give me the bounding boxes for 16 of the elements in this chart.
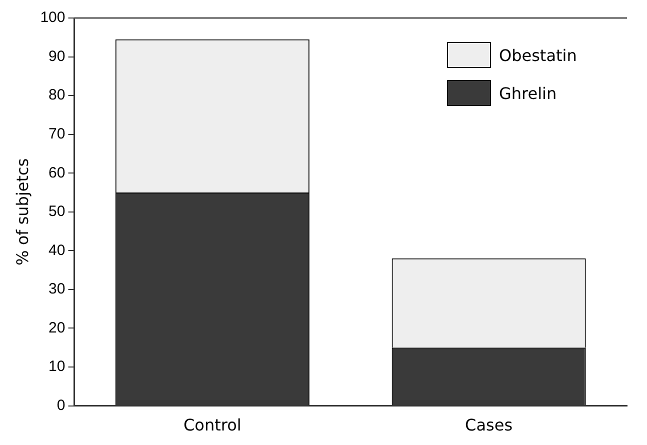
- y-axis-title: % of subjetcs: [12, 158, 32, 266]
- legend-label: Obestatin: [499, 46, 577, 64]
- legend-label: Ghrelin: [499, 84, 557, 102]
- x-tick-label: Control: [184, 416, 242, 435]
- y-tick-label: 60: [48, 164, 66, 182]
- y-tick-label: 70: [48, 125, 66, 142]
- y-tick-label: 10: [48, 358, 66, 376]
- y-tick-label: 80: [48, 86, 66, 104]
- y-tick-label: 20: [48, 319, 66, 336]
- y-tick-label: 30: [48, 280, 66, 298]
- y-tick-label: 40: [48, 242, 66, 259]
- y-tick-label: 90: [48, 48, 66, 65]
- y-tick-label: 50: [48, 203, 66, 220]
- y-tick-label: 100: [40, 9, 66, 26]
- y-tick-label: 0: [56, 396, 66, 414]
- x-tick-label: Cases: [465, 416, 513, 435]
